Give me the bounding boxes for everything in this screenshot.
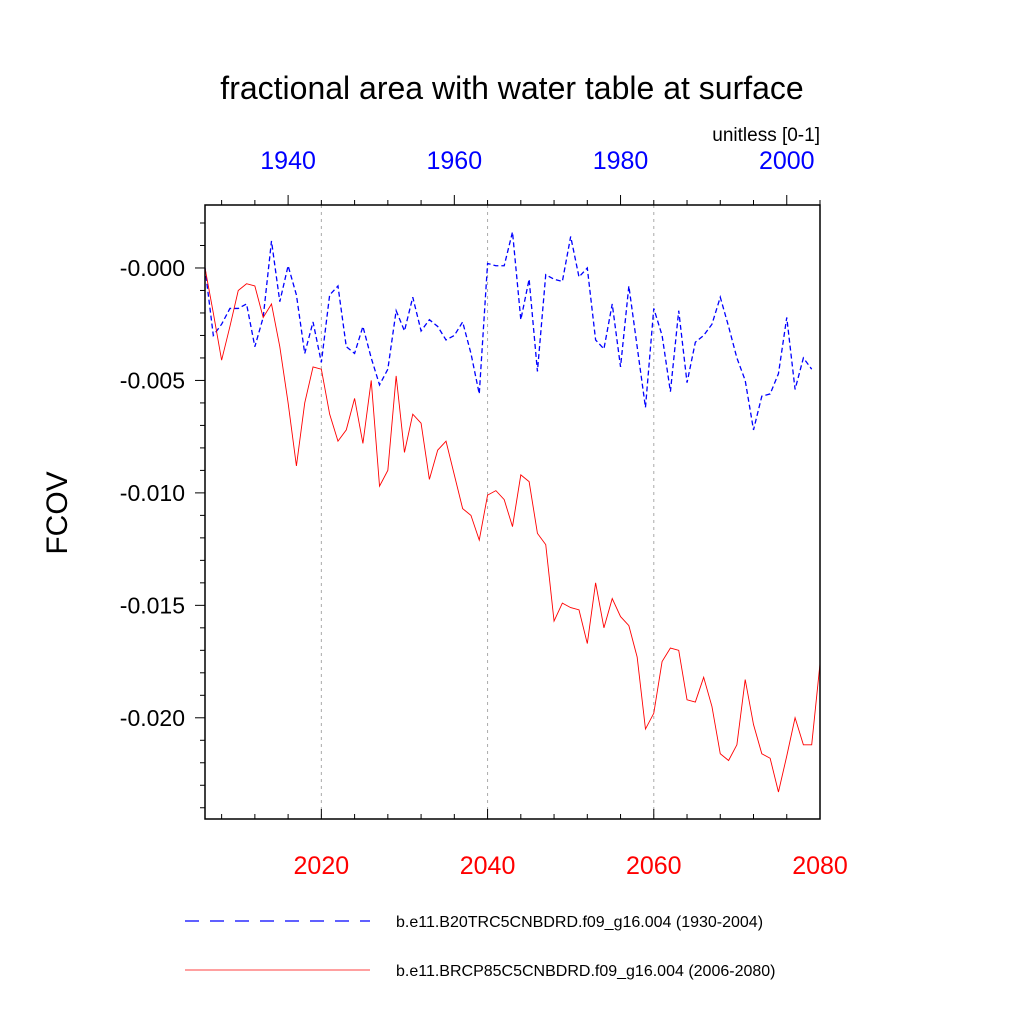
- x-top-tick-label: 1960: [427, 147, 483, 175]
- legend-label-1: b.e11.B20TRC5CNBDRD.f09_g16.004 (1930-20…: [396, 914, 763, 931]
- y-tick-label: -0.020: [120, 705, 185, 731]
- y-tick-label: -0.005: [120, 367, 185, 393]
- series-line-historical: [204, 231, 813, 431]
- y-tick-label: -0.000: [120, 255, 185, 281]
- x-bottom-tick-label: 2080: [792, 852, 848, 880]
- x-top-tick-label: 1980: [593, 147, 649, 175]
- x-bottom-tick-label: 2060: [626, 852, 682, 880]
- series-line-rcp85: [204, 267, 821, 793]
- y-tick-label: -0.015: [120, 592, 185, 618]
- gridlines: [320, 205, 655, 819]
- x-top-tick-label: 2000: [759, 147, 815, 175]
- plot-frame: [204, 204, 821, 820]
- chart-title: fractional area with water table at surf…: [220, 70, 803, 106]
- x-bottom-tick-label: 2020: [294, 852, 350, 880]
- x-top-tick-label: 1940: [260, 147, 316, 175]
- axes: -0.000 -0.005 -0.010 -0.015 -0.020 2020 2040 20…: [120, 147, 848, 880]
- legend-label-2: b.e11.BRCP85C5CNBDRD.f09_g16.004 (2006-2…: [396, 963, 775, 980]
- legend: b.e11.B20TRC5CNBDRD.f09_g16.004 (1930-20…: [185, 914, 775, 980]
- x-bottom-tick-label: 2040: [460, 852, 516, 880]
- series-group: [204, 231, 821, 793]
- y-axis-label: FCOV: [41, 471, 74, 554]
- units-label: unitless [0-1]: [712, 125, 820, 146]
- y-tick-label: -0.010: [120, 480, 185, 506]
